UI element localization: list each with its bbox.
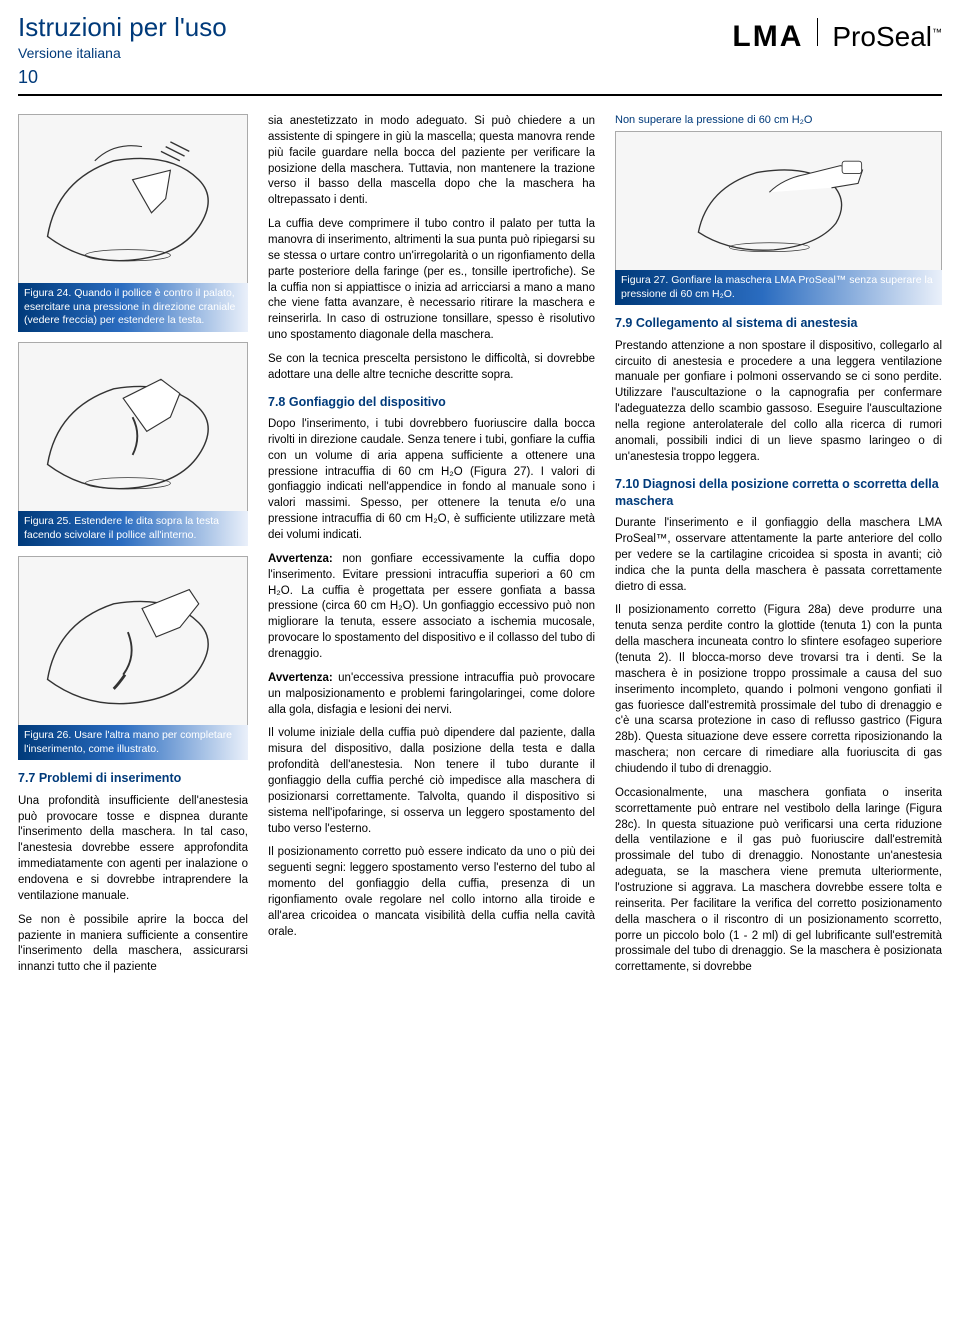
page-header: Istruzioni per l'uso Versione italiana 1… [18, 12, 942, 96]
medical-illustration-icon [30, 123, 235, 274]
col2-warning-2: Avvertenza: un'eccessiva pressione intra… [268, 671, 595, 719]
col3-para-2: Durante l'inserimento e il gonfiaggio de… [615, 516, 942, 595]
col2-para-5: Il volume iniziale della cuffia può dipe… [268, 726, 595, 837]
figure-26-caption: Figura 26. Usare l'altra mano per comple… [18, 725, 248, 760]
section-7-10-heading: 7.10 Diagnosi della posizione corretta o… [615, 476, 942, 511]
brand-divider-icon [817, 18, 818, 46]
brand-proseal: ProSeal™ [832, 21, 942, 53]
brand-logo: LMA ProSeal™ [732, 18, 942, 54]
col2-para-2: La cuffia deve comprimere il tubo contro… [268, 217, 595, 344]
section-7-8-heading: 7.8 Gonfiaggio del dispositivo [268, 394, 595, 411]
page-number: 10 [18, 67, 227, 88]
brand-lma: LMA [732, 20, 803, 54]
header-right: LMA ProSeal™ [732, 12, 942, 54]
col2-warning-1: Avvertenza: non gonfiare eccessivamente … [268, 552, 595, 663]
column-2: sia anestetizzato in modo adeguato. Si p… [268, 114, 595, 984]
col1-para-1: Una profondità insufficiente dell'aneste… [18, 794, 248, 905]
figure-26-image [18, 556, 248, 726]
col3-para-4: Occasionalmente, una maschera gonfiata o… [615, 786, 942, 976]
figure-25-caption: Figura 25. Estendere le dita sopra la te… [18, 511, 248, 546]
section-7-9-heading: 7.9 Collegamento al sistema di anestesia [615, 315, 942, 332]
section-7-7-heading: 7.7 Problemi di inserimento [18, 770, 248, 787]
medical-illustration-icon [30, 351, 235, 502]
figure-25: Figura 25. Estendere le dita sopra la te… [18, 342, 248, 546]
figure-27: Figura 27. Gonfiare la maschera LMA ProS… [615, 131, 942, 305]
figure-24-image [18, 114, 248, 284]
medical-illustration-icon [632, 139, 925, 263]
figure-24: Figura 24. Quando il pollice è contro il… [18, 114, 248, 332]
medical-illustration-icon [30, 566, 235, 717]
col2-para-3: Se con la tecnica prescelta persistono l… [268, 352, 595, 384]
column-1: Figura 24. Quando il pollice è contro il… [18, 114, 248, 984]
document-page: Istruzioni per l'uso Versione italiana 1… [0, 0, 960, 1002]
figure-27-caption: Figura 27. Gonfiare la maschera LMA ProS… [615, 270, 942, 305]
pressure-note: Non superare la pressione di 60 cm H₂O [615, 114, 942, 127]
figure-25-image [18, 342, 248, 512]
header-left: Istruzioni per l'uso Versione italiana 1… [18, 12, 227, 88]
col1-para-2: Se non è possibile aprire la bocca del p… [18, 913, 248, 976]
doc-title: Istruzioni per l'uso [18, 12, 227, 43]
content-columns: Figura 24. Quando il pollice è contro il… [18, 114, 942, 984]
doc-subtitle: Versione italiana [18, 45, 227, 61]
figure-24-caption: Figura 24. Quando il pollice è contro il… [18, 283, 248, 332]
col2-para-1: sia anestetizzato in modo adeguato. Si p… [268, 114, 595, 209]
col3-para-1: Prestando attenzione a non spostare il d… [615, 339, 942, 466]
figure-26: Figura 26. Usare l'altra mano per comple… [18, 556, 248, 760]
col3-para-3: Il posizionamento corretto (Figura 28a) … [615, 603, 942, 777]
col2-para-6: Il posizionamento corretto può essere in… [268, 845, 595, 940]
figure-27-image [615, 131, 942, 271]
column-3: Non superare la pressione di 60 cm H₂O F… [615, 114, 942, 984]
col2-para-4: Dopo l'inserimento, i tubi dovrebbero fu… [268, 417, 595, 544]
